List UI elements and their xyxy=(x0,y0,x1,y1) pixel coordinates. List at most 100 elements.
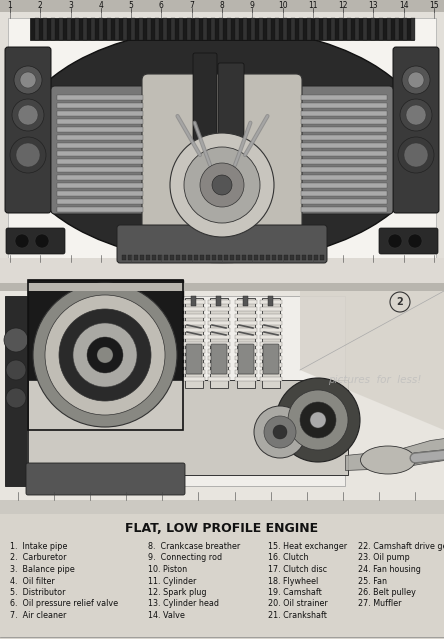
Bar xyxy=(301,183,387,188)
Bar xyxy=(183,377,205,381)
Bar xyxy=(57,175,143,180)
Text: 5: 5 xyxy=(129,1,134,10)
Bar xyxy=(301,127,387,132)
Bar xyxy=(235,307,257,311)
Bar xyxy=(147,18,151,40)
Circle shape xyxy=(402,66,430,94)
Bar xyxy=(212,255,216,260)
Bar xyxy=(283,18,287,40)
Bar xyxy=(139,18,143,40)
Circle shape xyxy=(276,378,360,462)
Circle shape xyxy=(91,341,119,369)
Circle shape xyxy=(59,309,151,401)
Text: 17. Clutch disc: 17. Clutch disc xyxy=(268,565,327,574)
Bar xyxy=(183,370,205,374)
Bar xyxy=(299,18,303,40)
Text: 11. Cylinder: 11. Cylinder xyxy=(148,576,196,585)
Bar xyxy=(216,296,221,306)
Text: 3: 3 xyxy=(68,1,73,10)
Circle shape xyxy=(212,175,232,195)
Circle shape xyxy=(67,317,143,393)
Circle shape xyxy=(408,72,424,88)
FancyBboxPatch shape xyxy=(379,228,438,254)
Circle shape xyxy=(33,283,177,427)
FancyBboxPatch shape xyxy=(263,344,279,374)
Bar xyxy=(235,300,257,304)
Circle shape xyxy=(388,234,402,248)
Circle shape xyxy=(79,329,131,381)
Text: 9.  Connecting rod: 9. Connecting rod xyxy=(148,553,222,562)
Bar xyxy=(208,300,230,304)
Bar xyxy=(248,255,252,260)
Bar xyxy=(267,18,271,40)
Circle shape xyxy=(6,388,26,408)
Bar xyxy=(191,296,196,306)
Bar xyxy=(235,18,239,40)
Text: 13: 13 xyxy=(369,1,378,10)
Circle shape xyxy=(45,295,165,415)
Bar xyxy=(260,356,282,360)
Text: 4: 4 xyxy=(99,1,103,10)
Bar xyxy=(208,328,230,332)
Bar xyxy=(170,255,174,260)
Bar xyxy=(403,18,407,40)
Bar xyxy=(302,255,306,260)
Text: 12. Spark plug: 12. Spark plug xyxy=(148,588,206,597)
Bar xyxy=(320,255,324,260)
Bar xyxy=(260,307,282,311)
Text: 19. Camshaft: 19. Camshaft xyxy=(268,588,322,597)
Bar xyxy=(208,342,230,346)
Bar xyxy=(254,255,258,260)
Bar xyxy=(323,18,327,40)
Bar xyxy=(183,328,205,332)
Bar xyxy=(194,255,198,260)
Bar xyxy=(259,18,263,40)
Bar xyxy=(134,255,138,260)
Circle shape xyxy=(10,137,46,173)
Text: 14: 14 xyxy=(399,1,408,10)
Bar xyxy=(57,119,143,124)
Bar xyxy=(122,255,126,260)
Text: FLAT, LOW PROFILE ENGINE: FLAT, LOW PROFILE ENGINE xyxy=(126,521,318,534)
Bar xyxy=(371,18,375,40)
Circle shape xyxy=(18,105,38,125)
Bar xyxy=(210,298,228,388)
Text: 22: 22 xyxy=(229,502,240,511)
Bar xyxy=(99,18,103,40)
Text: 25: 25 xyxy=(337,502,348,511)
FancyBboxPatch shape xyxy=(5,296,345,486)
Ellipse shape xyxy=(361,446,416,474)
Bar xyxy=(411,18,415,40)
Bar xyxy=(278,255,282,260)
Bar xyxy=(83,18,87,40)
Bar xyxy=(123,18,127,40)
Text: 14. Valve: 14. Valve xyxy=(148,611,185,620)
Text: 5.  Distributor: 5. Distributor xyxy=(10,588,66,597)
Bar xyxy=(387,18,391,40)
Bar xyxy=(0,258,444,285)
Circle shape xyxy=(33,283,177,427)
Text: 22. Camshaft drive gear: 22. Camshaft drive gear xyxy=(358,542,444,551)
Bar xyxy=(183,335,205,339)
Bar xyxy=(208,370,230,374)
Text: 3.  Balance pipe: 3. Balance pipe xyxy=(10,565,75,574)
Bar xyxy=(301,119,387,124)
Circle shape xyxy=(43,293,167,417)
Circle shape xyxy=(87,337,123,373)
Text: 9: 9 xyxy=(250,1,255,10)
Bar xyxy=(208,335,230,339)
Bar xyxy=(260,328,282,332)
Bar xyxy=(235,328,257,332)
Circle shape xyxy=(300,402,336,438)
Bar xyxy=(235,377,257,381)
Text: 1.  Intake pipe: 1. Intake pipe xyxy=(10,542,67,551)
Text: 26. Belt pulley: 26. Belt pulley xyxy=(358,588,416,597)
Circle shape xyxy=(264,416,296,448)
Bar xyxy=(0,0,444,12)
FancyBboxPatch shape xyxy=(28,380,348,475)
Bar xyxy=(301,143,387,148)
Bar xyxy=(187,18,191,40)
Text: 25. Fan: 25. Fan xyxy=(358,576,387,585)
Bar xyxy=(67,18,71,40)
Bar xyxy=(57,199,143,204)
